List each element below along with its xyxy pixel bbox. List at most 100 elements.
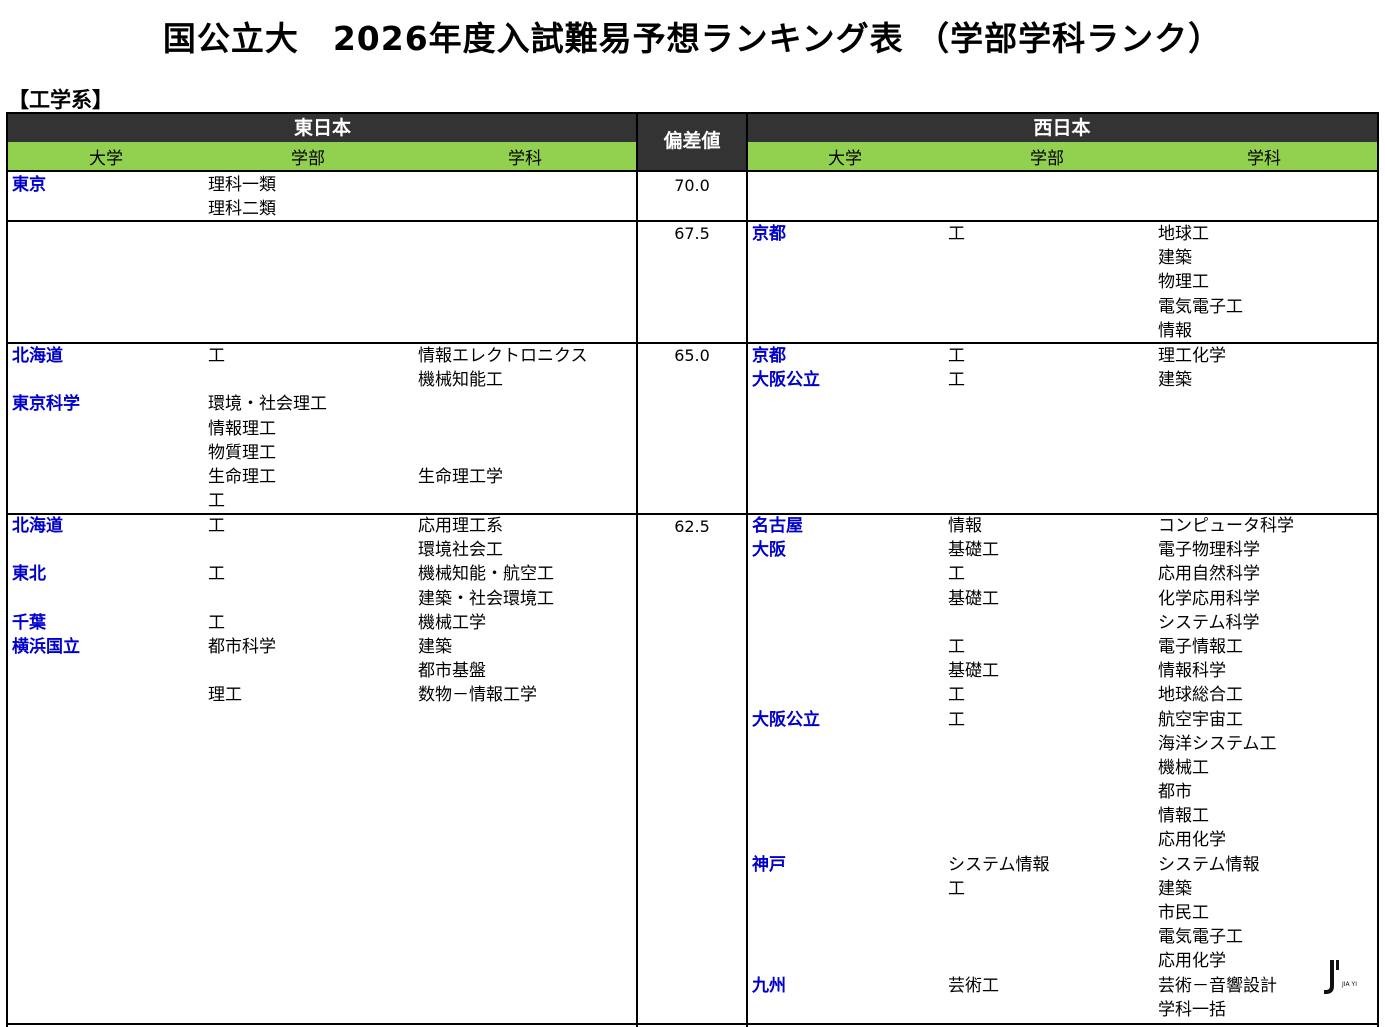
university-name bbox=[752, 587, 820, 611]
faculty-name: 工 bbox=[948, 346, 965, 366]
faculty-name: 理工 bbox=[208, 685, 242, 706]
east-department-list: 応用理工系 環境社会工 機械知能・航空工 建築・社会環境工 機械工学 建築 都市… bbox=[418, 514, 554, 708]
west-col-university: 大学 bbox=[828, 149, 862, 169]
faculty-name: 理科二類 bbox=[208, 199, 276, 220]
faculty-name bbox=[948, 732, 1050, 756]
department-name: 市民工 bbox=[1158, 903, 1209, 923]
university-name: 京都 bbox=[752, 224, 786, 244]
faculty-name: 工 bbox=[948, 224, 965, 244]
page-title: 国公立大 2026年度入試難易予想ランキング表 （学部学科ランク） bbox=[162, 19, 1223, 58]
faculty-name: 都市科学 bbox=[208, 636, 276, 657]
department-name: 芸術－音響設計 bbox=[1158, 975, 1277, 996]
faculty-name: 情報 bbox=[948, 516, 982, 536]
faculty-name: 工 bbox=[948, 709, 965, 730]
department-name: 地球工 bbox=[1158, 224, 1209, 244]
west-faculty-list: 工 bbox=[948, 222, 965, 246]
header-bottom-border bbox=[6, 170, 1379, 172]
university-name bbox=[752, 901, 820, 925]
faculty-name: システム情報 bbox=[948, 854, 1050, 875]
university-name: 神戸 bbox=[752, 854, 786, 875]
department-name: 応用化学 bbox=[1158, 951, 1226, 972]
section-heading: 【工学系】 bbox=[8, 88, 113, 112]
department-name bbox=[418, 417, 588, 441]
faculty-name: 工 bbox=[208, 491, 225, 512]
department-name: 応用理工系 bbox=[418, 516, 503, 536]
faculty-name bbox=[208, 538, 276, 562]
department-name: 情報 bbox=[1158, 320, 1192, 341]
faculty-name: 情報理工 bbox=[208, 418, 276, 439]
university-name bbox=[752, 732, 820, 756]
east-department-list: 情報エレクトロニクス 機械知能工 生命理工学 bbox=[418, 344, 588, 489]
university-name: 九州 bbox=[752, 975, 786, 996]
university-name bbox=[752, 780, 820, 804]
faculty-name bbox=[948, 804, 1050, 828]
university-name: 京都 bbox=[752, 346, 786, 366]
west-faculty-list: 工 工 bbox=[948, 344, 965, 392]
faculty-name: 工 bbox=[948, 564, 965, 585]
faculty-name: 工 bbox=[948, 685, 965, 706]
university-name: 名古屋 bbox=[752, 516, 803, 536]
university-name bbox=[752, 804, 820, 828]
department-name: 応用自然科学 bbox=[1158, 564, 1260, 585]
university-name bbox=[12, 368, 80, 392]
score-value: 62.5 bbox=[674, 517, 710, 536]
department-name: 電気電子工 bbox=[1158, 296, 1243, 317]
score-header: 偏差値 bbox=[638, 114, 746, 170]
department-name: 機械知能・航空工 bbox=[418, 564, 554, 585]
department-name: システム科学 bbox=[1158, 612, 1260, 633]
west-col-faculty: 学部 bbox=[1030, 149, 1064, 169]
faculty-name: 工 bbox=[208, 612, 225, 633]
east-header: 東日本 bbox=[8, 114, 637, 142]
faculty-name: 生命理工 bbox=[208, 466, 276, 487]
west-department-list: コンピュータ科学 電子物理科学 応用自然科学 化学応用科学 システム科学 電子情… bbox=[1158, 514, 1294, 1022]
university-name bbox=[752, 949, 820, 973]
west-faculty-list: 情報 基礎工 工 基礎工 工 基礎工 工 工 システム情報 工 芸術工 bbox=[948, 514, 1050, 998]
faculty-name bbox=[208, 659, 276, 683]
department-name bbox=[418, 441, 588, 465]
university-name bbox=[752, 635, 820, 659]
faculty-name: 基礎工 bbox=[948, 661, 999, 682]
east-col-university: 大学 bbox=[89, 149, 123, 169]
university-name: 東北 bbox=[12, 564, 46, 585]
department-name: 物理工 bbox=[1158, 272, 1209, 293]
table-bottom-border bbox=[6, 1023, 1379, 1025]
department-name: 学科一括 bbox=[1158, 999, 1226, 1020]
department-name: 応用化学 bbox=[1158, 830, 1226, 851]
faculty-name: 工 bbox=[208, 564, 225, 585]
score-left-border bbox=[636, 112, 638, 1027]
department-name: 機械工学 bbox=[418, 612, 486, 633]
west-column-headers: 大学 学部 学科 bbox=[747, 142, 1377, 170]
department-name: 航空宇宙工 bbox=[1158, 709, 1243, 730]
university-name bbox=[752, 683, 820, 707]
department-name: 環境社会工 bbox=[418, 540, 503, 561]
faculty-name: 工 bbox=[948, 370, 965, 391]
university-name: 北海道 bbox=[12, 346, 63, 366]
department-name: 建築 bbox=[1158, 370, 1192, 391]
east-col-faculty: 学部 bbox=[291, 149, 325, 169]
university-name bbox=[12, 538, 80, 562]
university-name: 横浜国立 bbox=[12, 636, 80, 657]
department-name: 数物－情報工学 bbox=[418, 685, 537, 706]
faculty-name: 工 bbox=[948, 878, 965, 899]
department-name: 電気電子工 bbox=[1158, 927, 1243, 948]
faculty-name bbox=[948, 756, 1050, 780]
faculty-name: 芸術工 bbox=[948, 975, 999, 996]
department-name: 地球総合工 bbox=[1158, 685, 1243, 706]
faculty-name bbox=[948, 901, 1050, 925]
faculty-name: 基礎工 bbox=[948, 588, 999, 609]
department-name: 海洋システム工 bbox=[1158, 733, 1277, 754]
faculty-name bbox=[948, 780, 1050, 804]
department-name: 機械知能工 bbox=[418, 370, 503, 391]
faculty-name: 物質理工 bbox=[208, 442, 276, 463]
table-right-border bbox=[1377, 112, 1379, 1027]
west-university-list: 京都 bbox=[752, 222, 786, 246]
university-name bbox=[752, 828, 820, 852]
university-name bbox=[752, 611, 820, 635]
east-university-list: 北海道 東北 千葉 横浜国立 bbox=[12, 514, 80, 659]
faculty-name: 基礎工 bbox=[948, 540, 999, 561]
department-name: 理工化学 bbox=[1158, 346, 1226, 366]
score-value: 65.0 bbox=[674, 346, 710, 365]
university-name bbox=[752, 877, 820, 901]
row-divider bbox=[6, 220, 1379, 222]
west-university-list: 京都 大阪公立 bbox=[752, 344, 820, 392]
